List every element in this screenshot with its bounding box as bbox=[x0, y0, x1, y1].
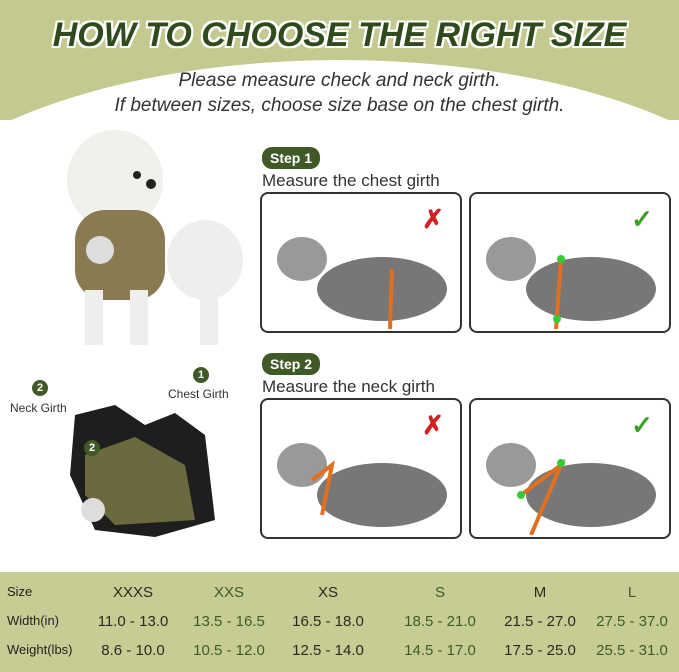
dog-icon bbox=[486, 237, 656, 329]
width-cell: 21.5 - 27.0 bbox=[504, 613, 576, 630]
chest-number-badge: 1 bbox=[193, 367, 209, 383]
size-cell: L bbox=[627, 584, 637, 601]
size-row: Size XXXS XXS XS S M L bbox=[0, 584, 679, 614]
row-header: Size bbox=[7, 584, 33, 599]
width-cell: 13.5 - 16.5 bbox=[193, 613, 265, 630]
width-cell: 16.5 - 18.0 bbox=[292, 613, 364, 630]
weight-row: Weight(lbs) 8.6 - 10.0 10.5 - 12.0 12.5 … bbox=[0, 642, 679, 672]
chest-wrong-photo: ✗ bbox=[260, 192, 462, 333]
width-cell: 11.0 - 13.0 bbox=[97, 613, 169, 630]
width-cell: 27.5 - 37.0 bbox=[596, 613, 668, 630]
inner-number-badge: 2 bbox=[84, 440, 100, 456]
weight-cell: 25.5 - 31.0 bbox=[596, 642, 668, 659]
dog-icon bbox=[486, 443, 656, 535]
row-header: Width(in) bbox=[7, 613, 60, 628]
size-cell: XXXS bbox=[112, 584, 154, 601]
chest-girth-label: Chest Girth bbox=[168, 387, 229, 401]
check-mark-icon: ✓ bbox=[631, 410, 653, 440]
weight-cell: 17.5 - 25.0 bbox=[504, 642, 576, 659]
width-row: Width(in) 11.0 - 13.0 13.5 - 16.5 16.5 -… bbox=[0, 613, 679, 643]
dog-icon bbox=[277, 237, 447, 329]
weight-cell: 12.5 - 14.0 bbox=[292, 642, 364, 659]
row-header: Weight(lbs) bbox=[7, 642, 73, 657]
harness-product-image bbox=[70, 405, 215, 537]
check-mark-icon: ✓ bbox=[631, 204, 653, 234]
step-2-badge: Step 2 bbox=[262, 353, 321, 375]
weight-cell: 10.5 - 12.0 bbox=[193, 642, 265, 659]
x-mark-icon: ✗ bbox=[422, 204, 444, 234]
neck-girth-label: Neck Girth bbox=[10, 401, 67, 415]
x-mark-icon: ✗ bbox=[422, 410, 444, 440]
background-arc bbox=[0, 60, 679, 160]
step-2-text: Measure the neck girth bbox=[262, 377, 435, 396]
dog-wearing-harness-photo bbox=[67, 130, 243, 345]
chest-correct-photo: ✓ bbox=[469, 192, 671, 333]
width-cell: 18.5 - 21.0 bbox=[404, 613, 476, 630]
neck-wrong-photo: ✗ bbox=[260, 398, 462, 539]
size-cell: XXS bbox=[213, 584, 244, 601]
subtitle-line-2: If between sizes, choose size base on th… bbox=[114, 95, 565, 116]
size-cell: M bbox=[533, 584, 547, 601]
step-1-badge: Step 1 bbox=[262, 147, 321, 169]
step-1-text: Measure the chest girth bbox=[262, 171, 440, 190]
neck-correct-photo: ✓ bbox=[469, 398, 671, 539]
page-title: HOW TO CHOOSE THE RIGHT SIZE bbox=[52, 16, 627, 54]
neck-number-badge: 2 bbox=[32, 380, 48, 396]
dog-icon bbox=[277, 443, 447, 527]
size-cell: XS bbox=[317, 584, 338, 601]
weight-cell: 14.5 - 17.0 bbox=[404, 642, 476, 659]
size-table: Size XXXS XXS XS S M L Width(in) 11.0 - … bbox=[0, 572, 679, 672]
subtitle-line-1: Please measure check and neck girth. bbox=[178, 70, 501, 91]
weight-cell: 8.6 - 10.0 bbox=[101, 642, 165, 659]
size-cell: S bbox=[434, 584, 445, 601]
